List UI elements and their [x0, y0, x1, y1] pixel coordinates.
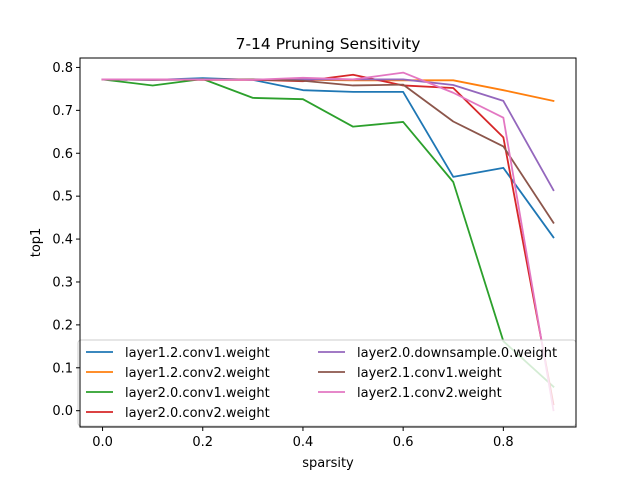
x-tick-label: 0.4 — [293, 435, 314, 450]
legend: layer1.2.conv1.weight layer1.2.conv2.weig… — [77, 339, 577, 427]
y-tick-label: 0.7 — [52, 104, 73, 119]
x-tick-label: 0.6 — [393, 435, 414, 450]
series-line-2 — [101, 78, 555, 388]
series-line-6 — [101, 71, 555, 412]
y-tick-label: 0.3 — [52, 275, 73, 290]
legend-label-0: layer1.2.conv1.weight — [125, 346, 270, 361]
x-tick-label: 0.8 — [493, 435, 514, 450]
y-tick-label: 0.8 — [52, 61, 73, 76]
x-tick-label: 0.0 — [92, 435, 113, 450]
y-axis-title: top1 — [29, 228, 44, 258]
legend-label-5: layer2.1.conv1.weight — [357, 366, 502, 381]
x-tick-label: 0.2 — [192, 435, 213, 450]
y-tick-label: 0.4 — [52, 233, 73, 248]
y-tick-label: 0.5 — [52, 190, 73, 205]
legend-label-3: layer2.0.conv2.weight — [125, 406, 270, 421]
legend-label-4: layer2.0.downsample.0.weight — [357, 346, 557, 361]
y-axis: 0.0 0.1 0.2 0.3 0.4 0.5 0.6 0.7 0.8 — [52, 61, 80, 419]
y-tick-label: 0.6 — [52, 147, 73, 162]
legend-label-1: layer1.2.conv2.weight — [125, 366, 270, 381]
y-tick-label: 0.0 — [52, 404, 73, 419]
plot-frame — [79, 57, 577, 428]
chart-title: 7-14 Pruning Sensitivity — [236, 35, 421, 53]
y-tick-label: 0.2 — [52, 318, 73, 333]
legend-label-6: layer2.1.conv2.weight — [357, 386, 502, 401]
y-tick-label: 0.1 — [52, 361, 73, 376]
x-axis-title: sparsity — [302, 456, 354, 471]
legend-label-2: layer2.0.conv1.weight — [125, 386, 270, 401]
series-layer — [101, 71, 555, 412]
x-axis: 0.0 0.2 0.4 0.6 0.8 — [92, 427, 514, 450]
